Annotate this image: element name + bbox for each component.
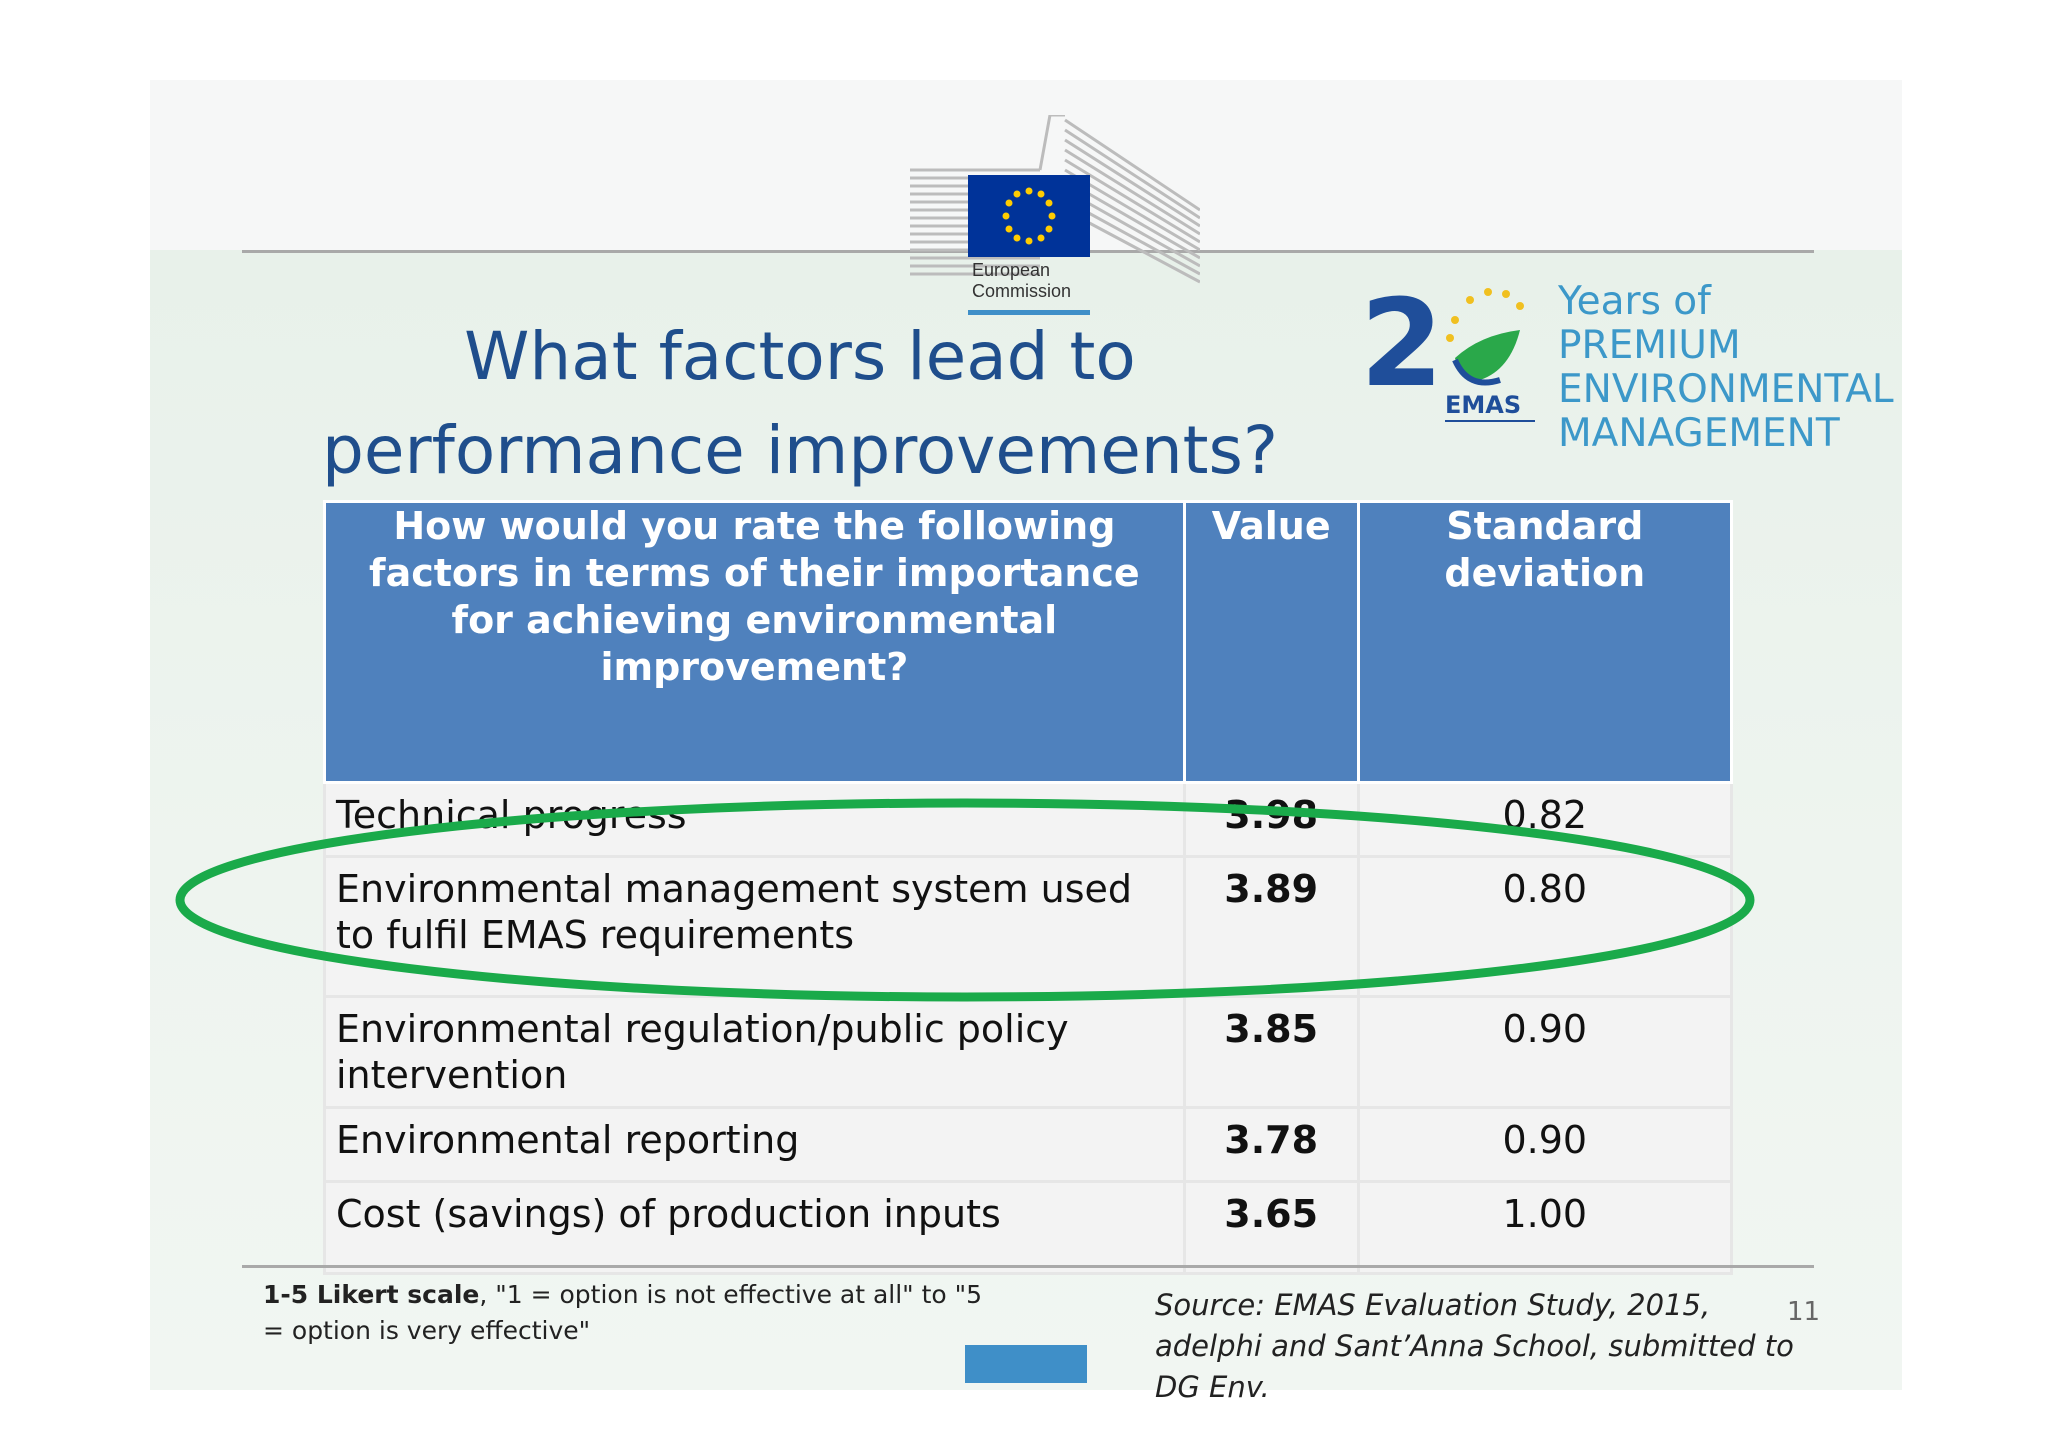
header-value: Value — [1182, 500, 1360, 784]
likert-note-bold: 1-5 Likert scale — [263, 1280, 480, 1309]
emas-tagline-line4: MANAGEMENT — [1558, 411, 1840, 456]
org-name-line2: Commission — [972, 281, 1072, 301]
likert-note: 1-5 Likert scale, "1 = option is not eff… — [263, 1277, 983, 1349]
likert-note-rest: , "1 = option is not effective at all" t… — [263, 1280, 983, 1345]
row-value: 3.78 — [1182, 1106, 1360, 1183]
table-row: Environmental management system used to … — [323, 855, 1734, 998]
row-factor: Environmental reporting — [323, 1106, 1186, 1183]
factors-table: How would you rate the following factors… — [323, 500, 1734, 1275]
european-commission-logo-icon — [910, 115, 1200, 315]
row-sd: 0.80 — [1356, 855, 1734, 998]
source-citation: Source: EMAS Evaluation Study, 2015, ade… — [1155, 1288, 1794, 1404]
table-row: Cost (savings) of production inputs 3.65… — [323, 1180, 1734, 1275]
footer-divider — [242, 1265, 1814, 1268]
table-header-row: How would you rate the following factors… — [323, 500, 1734, 784]
title-line1: What factors lead to — [464, 318, 1136, 395]
table-row: Environmental reporting 3.78 0.90 — [323, 1106, 1734, 1183]
page-number: 11 — [1787, 1297, 1821, 1327]
org-name-line1: European — [972, 260, 1051, 280]
table-row: Environmental regulation/public policy i… — [323, 995, 1734, 1109]
org-name: European Commission — [972, 260, 1092, 302]
row-factor: Cost (savings) of production inputs — [323, 1180, 1186, 1275]
row-value: 3.65 — [1182, 1180, 1360, 1275]
emas-badge: EMAS — [1445, 391, 1521, 419]
row-value: 3.89 — [1182, 855, 1360, 998]
row-factor: Environmental regulation/public policy i… — [323, 995, 1186, 1109]
header-question: How would you rate the following factors… — [323, 500, 1186, 784]
row-sd: 0.82 — [1356, 781, 1734, 858]
title-line2: performance improvements? — [322, 412, 1278, 489]
emas-tagline-line3: ENVIRONMENTAL — [1558, 367, 1894, 412]
page-title: What factors lead to performance improve… — [300, 310, 1300, 498]
header-sd: Standard deviation — [1356, 500, 1734, 784]
row-value: 3.98 — [1182, 781, 1360, 858]
emas-tagline-line1: Years of — [1558, 279, 1711, 324]
emas-20-years-logo-icon: 2 EMAS — [1360, 280, 1535, 422]
row-sd: 0.90 — [1356, 1106, 1734, 1183]
row-sd: 1.00 — [1356, 1180, 1734, 1275]
row-sd: 0.90 — [1356, 995, 1734, 1109]
row-factor: Environmental management system used to … — [323, 855, 1186, 998]
row-value: 3.85 — [1182, 995, 1360, 1109]
table-row: Technical progress 3.98 0.82 — [323, 781, 1734, 858]
emas-tagline-line2: PREMIUM — [1558, 323, 1741, 368]
row-factor: Technical progress — [323, 781, 1186, 858]
emas-tagline: Years of PREMIUM ENVIRONMENTAL MANAGEMEN… — [1558, 280, 1894, 456]
emas-number: 2 — [1360, 280, 1444, 414]
footer-accent-bar — [965, 1345, 1087, 1383]
